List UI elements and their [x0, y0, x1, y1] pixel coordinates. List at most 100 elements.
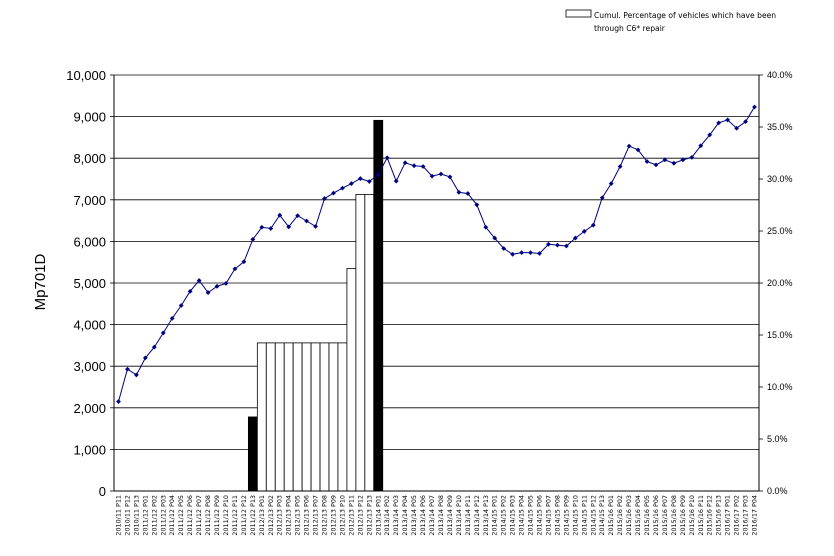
- line-point: [456, 189, 462, 195]
- line-point: [375, 172, 381, 177]
- line-point: [295, 213, 301, 219]
- line-point: [563, 243, 569, 249]
- line-point: [662, 157, 668, 163]
- legend-swatch: [565, 9, 592, 18]
- x-tick-label: 2012/13 P01: [258, 495, 266, 536]
- x-tick-label: 2013/14 P13: [482, 495, 490, 536]
- x-tick-label: 2015/16 P11: [697, 495, 705, 536]
- line-point: [366, 179, 372, 184]
- x-tick-label: 2014/15 P11: [580, 495, 588, 536]
- line-point: [429, 173, 435, 179]
- x-tick-label: 2014/15 P06: [536, 495, 544, 536]
- bar: [355, 193, 366, 492]
- line-point: [384, 155, 390, 161]
- bar: [346, 268, 357, 492]
- x-tick-label: 2012/13 P07: [312, 495, 320, 536]
- x-tick-label: 2014/15 P12: [589, 495, 597, 536]
- x-tick-label: 2011/12 P02: [150, 495, 158, 536]
- x-tick-label: 2014/15 P08: [553, 495, 561, 536]
- legend-label-line2: through C6* repair: [594, 24, 666, 33]
- x-tick-label: 2010/11 P12: [123, 495, 131, 536]
- line-point: [492, 235, 498, 241]
- x-tick-label: 2012/13 P11: [347, 495, 355, 536]
- x-tick-label: 2011/12 P07: [195, 495, 203, 536]
- y2-tick-label: 35.0%: [767, 122, 793, 132]
- x-axis-tick-labels: 2010/11 P11 2010/11 P12 2010/11 P13 2011/12…: [115, 495, 759, 536]
- y2-tick-label: 5.0%: [767, 434, 788, 444]
- line-point: [590, 222, 596, 228]
- grid-lines: [110, 74, 763, 492]
- bar: [310, 342, 321, 492]
- x-tick-label: 2012/13 P03: [276, 495, 284, 536]
- line-point: [528, 250, 533, 256]
- line-point: [465, 191, 471, 196]
- x-tick-label: 2016/17 P01: [724, 495, 732, 536]
- line-point: [402, 160, 408, 166]
- line-point: [196, 278, 202, 283]
- x-tick-label: 2012/13 P04: [285, 495, 293, 536]
- line-point: [322, 196, 327, 201]
- line-point: [313, 224, 318, 229]
- line-point: [304, 218, 310, 224]
- x-tick-label: 2014/15 P03: [509, 495, 517, 536]
- y-tick-label: 3,000: [73, 359, 106, 374]
- x-tick-label: 2013/14 P03: [392, 495, 400, 536]
- x-tick-label: 2012/13 P05: [294, 495, 302, 536]
- line-point: [608, 181, 614, 186]
- x-tick-label: 2011/12 P09: [213, 495, 221, 536]
- line-point: [725, 117, 731, 123]
- percentage-line-series: [116, 104, 757, 404]
- line-point: [438, 171, 444, 177]
- line-point: [393, 178, 399, 184]
- line-point: [268, 226, 274, 231]
- y2-tick-label: 20.0%: [767, 278, 793, 288]
- line-point: [125, 366, 130, 372]
- bar: [274, 342, 285, 492]
- line-point: [232, 266, 238, 272]
- bar: [265, 342, 276, 492]
- y-tick-label: 9,000: [73, 110, 106, 125]
- y-tick-label: 1,000: [73, 442, 106, 457]
- y2-tick-label: 10.0%: [767, 382, 793, 392]
- line-point: [635, 147, 641, 153]
- line-point: [474, 202, 480, 208]
- line-point: [169, 315, 175, 321]
- line-point: [698, 143, 704, 149]
- line-point: [671, 160, 677, 166]
- y2-tick-label: 40.0%: [767, 70, 793, 80]
- x-tick-label: 2014/15 P10: [571, 495, 579, 536]
- bar: [247, 416, 258, 492]
- x-tick-label: 2015/16 P04: [634, 495, 642, 536]
- x-tick-label: 2014/15 P04: [518, 495, 526, 536]
- line-point: [331, 190, 336, 196]
- y-tick-label: 4,000: [73, 318, 106, 333]
- x-tick-label: 2014/15 P02: [500, 495, 508, 536]
- x-tick-label: 2014/15 P05: [527, 495, 535, 536]
- x-tick-label: 2015/16 P05: [643, 495, 651, 536]
- x-tick-label: 2012/13 P06: [303, 495, 311, 536]
- x-tick-label: 2016/17 P02: [733, 495, 741, 536]
- x-tick-label: 2014/15 P09: [562, 495, 570, 536]
- x-tick-label: 2013/14 P12: [473, 495, 481, 536]
- x-tick-label: 2012/13 P10: [338, 495, 346, 536]
- line-point: [241, 259, 247, 265]
- line-point: [250, 236, 256, 242]
- x-tick-label: 2016/17 P04: [751, 495, 759, 536]
- x-tick-label: 2015/16 P12: [706, 495, 714, 536]
- y-axis-label: Mp701D: [32, 253, 49, 310]
- x-tick-label: 2014/15 P01: [491, 495, 499, 536]
- y2-axis-tick-labels: 0.0% 5.0% 10.0% 15.0% 20.0% 25.0% 30.0% 35.0% 40…: [767, 70, 793, 496]
- x-tick-label: 2016/17 P03: [742, 495, 750, 536]
- x-tick-label: 2013/14 P08: [437, 495, 445, 536]
- x-tick-label: 2011/12 P12: [240, 495, 248, 536]
- line-point: [555, 242, 560, 248]
- x-tick-label: 2015/16 P10: [688, 495, 696, 536]
- line-point: [214, 283, 220, 289]
- y2-tick-label: 25.0%: [767, 226, 793, 236]
- line-point: [626, 143, 632, 149]
- line-point: [259, 224, 265, 230]
- line-point: [223, 281, 229, 286]
- x-tick-label: 2015/16 P08: [670, 495, 678, 536]
- x-tick-label: 2011/12 P13: [249, 495, 257, 536]
